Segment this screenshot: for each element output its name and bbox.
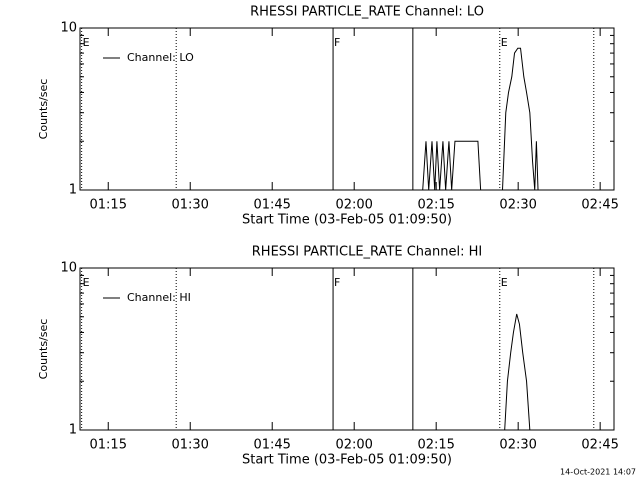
x-tick-label: 02:15	[417, 198, 454, 213]
x-tick-label: 02:45	[581, 438, 618, 453]
event-label: E	[501, 276, 508, 289]
timestamp: 14-Oct-2021 14:07	[560, 468, 636, 477]
chart-title: RHESSI PARTICLE_RATE Channel: LO	[250, 5, 484, 20]
x-tick-label: 02:00	[335, 438, 372, 453]
x-tick-label: 02:30	[499, 438, 536, 453]
x-tick-label: 02:15	[417, 438, 454, 453]
x-tick-label: 01:45	[253, 198, 290, 213]
x-tick-label: 01:15	[90, 198, 127, 213]
x-axis-label: Start Time (03-Feb-05 01:09:50)	[242, 213, 452, 228]
x-axis-label: Start Time (03-Feb-05 01:09:50)	[242, 453, 452, 468]
x-tick-label: 01:45	[253, 438, 290, 453]
event-label: E	[83, 36, 90, 49]
event-label: F	[334, 36, 340, 49]
event-label: E	[83, 276, 90, 289]
plot-frame	[79, 27, 615, 191]
y-tick-label: 10	[60, 261, 77, 276]
x-tick-label: 01:30	[171, 198, 208, 213]
data-line	[501, 47, 539, 191]
y-tick-label: 1	[69, 183, 77, 198]
event-label: E	[501, 36, 508, 49]
y-tick-label: 1	[69, 423, 77, 438]
x-tick-label: 02:00	[335, 198, 372, 213]
plot-frame	[79, 267, 615, 431]
x-tick-label: 01:30	[171, 438, 208, 453]
event-label: F	[334, 276, 340, 289]
y-tick-label: 10	[60, 21, 77, 36]
y-axis-label: Counts/sec	[37, 319, 50, 380]
x-tick-label: 02:45	[581, 198, 618, 213]
chart-title: RHESSI PARTICLE_RATE Channel: HI	[252, 245, 482, 260]
x-tick-label: 02:30	[499, 198, 536, 213]
y-axis-label: Counts/sec	[37, 79, 50, 140]
data-line	[504, 313, 531, 431]
x-tick-label: 01:15	[90, 438, 127, 453]
legend-label: Channel: HI	[127, 291, 191, 304]
legend-label: Channel: LO	[127, 51, 194, 64]
data-line	[422, 140, 482, 191]
